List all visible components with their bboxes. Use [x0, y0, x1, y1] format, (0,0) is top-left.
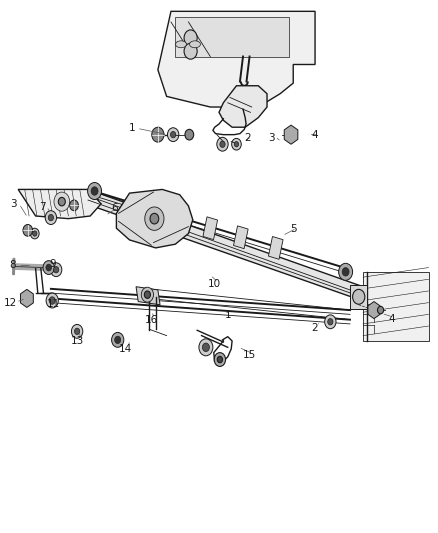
Circle shape: [43, 261, 54, 274]
Polygon shape: [117, 189, 193, 248]
Text: 15: 15: [243, 350, 256, 360]
Polygon shape: [18, 189, 101, 219]
Polygon shape: [158, 11, 315, 107]
Circle shape: [74, 328, 80, 335]
Circle shape: [30, 228, 39, 239]
Circle shape: [152, 127, 164, 142]
Polygon shape: [175, 17, 289, 56]
Circle shape: [145, 207, 164, 230]
Circle shape: [54, 192, 70, 211]
Circle shape: [145, 291, 150, 298]
Circle shape: [220, 141, 225, 148]
Circle shape: [23, 224, 32, 236]
Circle shape: [342, 268, 349, 276]
Polygon shape: [86, 191, 363, 300]
Circle shape: [328, 319, 333, 325]
Circle shape: [353, 289, 365, 304]
Ellipse shape: [176, 41, 187, 48]
Circle shape: [48, 214, 53, 221]
Text: 2: 2: [244, 133, 251, 143]
Circle shape: [45, 211, 57, 224]
Text: 3: 3: [11, 199, 17, 209]
Polygon shape: [219, 86, 267, 127]
Circle shape: [70, 200, 78, 211]
Polygon shape: [136, 287, 160, 305]
Circle shape: [49, 297, 55, 304]
Circle shape: [217, 357, 223, 363]
Circle shape: [112, 333, 124, 348]
Text: 13: 13: [71, 336, 84, 346]
Text: 4: 4: [388, 313, 395, 324]
Polygon shape: [368, 302, 380, 319]
Polygon shape: [13, 264, 44, 270]
Text: 12: 12: [4, 297, 17, 308]
Polygon shape: [203, 217, 218, 240]
Polygon shape: [21, 289, 33, 308]
Circle shape: [141, 287, 153, 302]
Circle shape: [32, 231, 37, 236]
Circle shape: [214, 353, 226, 367]
Circle shape: [88, 182, 102, 199]
Circle shape: [199, 339, 213, 356]
Text: 7: 7: [39, 202, 46, 212]
Text: 1: 1: [224, 310, 231, 320]
Polygon shape: [284, 125, 298, 144]
Circle shape: [339, 263, 353, 280]
Text: 3: 3: [268, 133, 275, 143]
Circle shape: [46, 293, 58, 308]
Text: 6: 6: [111, 203, 117, 213]
Circle shape: [46, 264, 52, 271]
Circle shape: [167, 128, 179, 142]
Text: 1: 1: [128, 123, 135, 133]
Circle shape: [378, 306, 384, 314]
Circle shape: [170, 132, 176, 138]
Circle shape: [58, 197, 65, 206]
Text: 5: 5: [290, 224, 297, 235]
Text: 8: 8: [10, 261, 16, 270]
Text: 4: 4: [312, 130, 318, 140]
Circle shape: [234, 142, 239, 147]
Circle shape: [232, 139, 241, 150]
Circle shape: [53, 266, 59, 273]
Text: 2: 2: [312, 322, 318, 333]
Circle shape: [185, 130, 194, 140]
Text: 10: 10: [208, 279, 221, 288]
Polygon shape: [268, 237, 283, 259]
Circle shape: [50, 263, 62, 277]
Polygon shape: [350, 285, 367, 309]
Circle shape: [184, 30, 197, 46]
Circle shape: [150, 213, 159, 224]
Circle shape: [184, 43, 197, 59]
Text: 11: 11: [46, 298, 60, 309]
Polygon shape: [233, 226, 248, 249]
Circle shape: [91, 187, 98, 195]
Circle shape: [217, 138, 228, 151]
Circle shape: [202, 343, 209, 352]
Ellipse shape: [190, 41, 201, 48]
Polygon shape: [13, 259, 15, 274]
Circle shape: [115, 336, 121, 344]
Text: 14: 14: [119, 344, 132, 354]
Text: 16: 16: [145, 314, 158, 325]
Circle shape: [71, 325, 83, 338]
Polygon shape: [363, 272, 428, 341]
Text: 9: 9: [50, 260, 57, 269]
Circle shape: [325, 315, 336, 329]
